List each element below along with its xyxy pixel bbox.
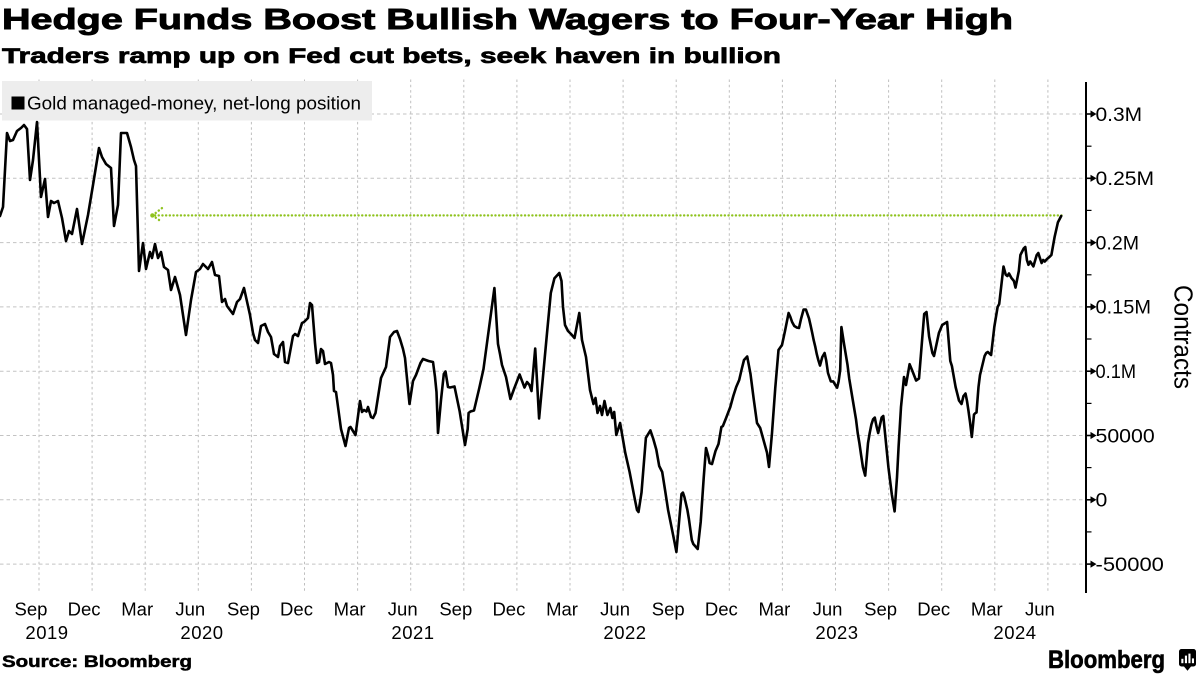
svg-text:Mar: Mar: [121, 598, 153, 619]
svg-text:Mar: Mar: [334, 598, 366, 619]
svg-text:2020: 2020: [180, 622, 223, 643]
svg-text:0.25M: 0.25M: [1096, 169, 1155, 190]
svg-text:Mar: Mar: [971, 598, 1003, 619]
svg-text:Sep: Sep: [864, 598, 897, 619]
svg-text:Jun: Jun: [813, 598, 843, 619]
svg-text:Sep: Sep: [15, 598, 48, 619]
svg-text:Mar: Mar: [758, 598, 790, 619]
svg-text:50000: 50000: [1096, 426, 1155, 447]
svg-text:Dec: Dec: [705, 598, 738, 619]
svg-text:0.3M: 0.3M: [1096, 105, 1143, 126]
svg-text:0.2M: 0.2M: [1096, 233, 1140, 254]
svg-text:0: 0: [1096, 491, 1108, 512]
svg-text:2019: 2019: [25, 622, 68, 643]
svg-text:2023: 2023: [815, 622, 858, 643]
svg-text:0.15M: 0.15M: [1096, 298, 1152, 319]
svg-text:Traders ramp up on Fed cut bet: Traders ramp up on Fed cut bets, seek ha…: [2, 43, 781, 68]
svg-text:Sep: Sep: [652, 598, 685, 619]
svg-text:Dec: Dec: [68, 598, 101, 619]
svg-text:Jun: Jun: [175, 598, 205, 619]
svg-text:Gold managed-money, net-long p: Gold managed-money, net-long position: [27, 93, 361, 114]
svg-text:Bloomberg: Bloomberg: [1048, 646, 1165, 674]
svg-text:2021: 2021: [391, 622, 434, 643]
svg-text:Source: Bloomberg: Source: Bloomberg: [2, 653, 192, 671]
svg-text:Jun: Jun: [1025, 598, 1055, 619]
svg-text:Mar: Mar: [546, 598, 578, 619]
svg-text:2024: 2024: [993, 622, 1036, 643]
svg-text:Dec: Dec: [917, 598, 950, 619]
svg-text:Jun: Jun: [388, 598, 418, 619]
svg-text:-50000: -50000: [1096, 555, 1164, 576]
svg-text:Sep: Sep: [227, 598, 260, 619]
svg-text:Contracts: Contracts: [1169, 285, 1199, 389]
svg-text:0.1M: 0.1M: [1096, 362, 1137, 383]
svg-text:Hedge Funds Boost Bullish Wage: Hedge Funds Boost Bullish Wagers to Four…: [2, 4, 1013, 36]
svg-text:Jun: Jun: [600, 598, 630, 619]
svg-text:Dec: Dec: [492, 598, 525, 619]
svg-text:2022: 2022: [603, 622, 646, 643]
svg-text:Dec: Dec: [280, 598, 313, 619]
svg-text:Sep: Sep: [439, 598, 472, 619]
